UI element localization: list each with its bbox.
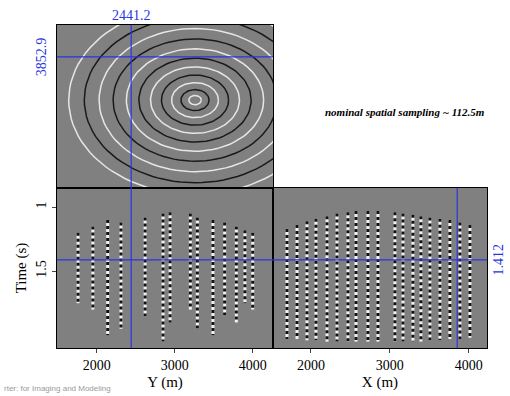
svg-text:2441.2: 2441.2 xyxy=(112,8,151,23)
svg-text:Time (s): Time (s) xyxy=(13,243,30,294)
svg-text:1.412: 1.412 xyxy=(491,244,506,276)
svg-text:Y (m): Y (m) xyxy=(147,374,183,391)
svg-text:2000: 2000 xyxy=(297,358,325,373)
svg-text:nominal spatial sampling ~ 112: nominal spatial sampling ~ 112.5m xyxy=(325,106,485,118)
svg-text:4000: 4000 xyxy=(455,358,483,373)
svg-text:3000: 3000 xyxy=(376,358,404,373)
svg-text:3000: 3000 xyxy=(161,358,189,373)
svg-text:1.5: 1.5 xyxy=(34,260,49,278)
svg-text:2000: 2000 xyxy=(83,358,111,373)
svg-text:4000: 4000 xyxy=(239,358,267,373)
svg-text:rter: for Imaging and Modeling: rter: for Imaging and Modeling xyxy=(4,384,111,393)
svg-text:X (m): X (m) xyxy=(362,374,398,391)
svg-text:1: 1 xyxy=(34,202,49,209)
svg-text:3852.9: 3852.9 xyxy=(34,38,49,77)
